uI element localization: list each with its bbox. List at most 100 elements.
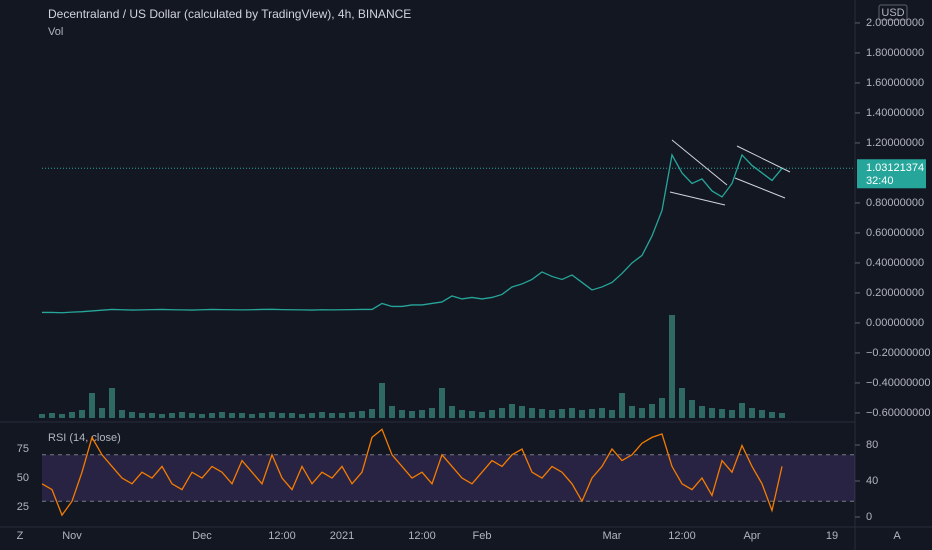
volume-bar — [399, 410, 405, 418]
volume-bar — [529, 408, 535, 418]
y-tick-label: 1.80000000 — [866, 47, 924, 59]
volume-bar — [779, 413, 785, 418]
volume-bar — [659, 398, 665, 418]
countdown: 32:40 — [866, 175, 894, 187]
volume-bar — [759, 410, 765, 418]
x-tick-label: 12:00 — [408, 530, 436, 542]
volume-bar — [249, 414, 255, 418]
flag-pattern — [669, 139, 791, 206]
volume-bar — [429, 408, 435, 418]
y-tick-label: 0.60000000 — [866, 227, 924, 239]
volume-bar — [569, 408, 575, 418]
volume-bar — [269, 412, 275, 418]
y-tick-label: 0.00000000 — [866, 317, 924, 329]
volume-bar — [109, 388, 115, 418]
currency-box[interactable] — [878, 4, 908, 21]
volume-bar — [179, 412, 185, 418]
volume-bar — [79, 410, 85, 418]
y-tick-label: 0.80000000 — [866, 197, 924, 209]
trendline — [736, 145, 791, 173]
volume-bar — [119, 410, 125, 418]
volume-bar — [639, 408, 645, 418]
volume-bar — [319, 412, 325, 418]
volume-bar — [469, 411, 475, 418]
volume-bar — [69, 412, 75, 418]
y-tick-label: 0.20000000 — [866, 287, 924, 299]
trendline — [734, 177, 786, 199]
volume-bar — [439, 388, 445, 418]
volume-bar — [129, 412, 135, 418]
volume-bar — [669, 315, 675, 418]
volume-bar — [769, 412, 775, 418]
y-tick-label: 2.00000000 — [866, 17, 924, 29]
y2-tick-label: 40 — [866, 475, 878, 487]
volume-bar — [549, 410, 555, 418]
y-tick-label: 50 — [17, 472, 29, 484]
y-tick-label: 25 — [17, 501, 29, 513]
y-tick-label: −0.20000000 — [866, 347, 931, 359]
volume-bar — [349, 412, 355, 418]
volume-bar — [199, 414, 205, 418]
x-tick-label: Apr — [743, 530, 760, 542]
volume-bar — [49, 413, 55, 418]
volume-bar — [749, 408, 755, 418]
auto-scale-button[interactable]: A — [893, 530, 901, 542]
volume-bar — [679, 388, 685, 418]
volume-bar — [189, 413, 195, 418]
y2-tick-label: 0 — [866, 511, 872, 523]
timezone-button[interactable]: Z — [17, 530, 24, 542]
volume-bar — [169, 413, 175, 418]
volume-bar — [339, 413, 345, 418]
volume-bar — [709, 408, 715, 418]
volume-bar — [209, 413, 215, 418]
volume-bar — [509, 404, 515, 418]
y-tick-label: 1.40000000 — [866, 107, 924, 119]
volume-bar — [299, 414, 305, 418]
trendline — [669, 191, 726, 206]
volume-bar — [719, 409, 725, 418]
volume-bar — [389, 406, 395, 418]
volume-bar — [649, 404, 655, 418]
volume-bar — [699, 406, 705, 418]
volume-bar — [739, 403, 745, 418]
volume-bar — [59, 414, 65, 418]
volume-bar — [539, 409, 545, 418]
volume-bar — [239, 413, 245, 418]
volume-bar — [229, 413, 235, 418]
last-price-box — [857, 159, 926, 189]
volume-bar — [139, 413, 145, 418]
y2-tick-label: 80 — [866, 439, 878, 451]
x-tick-label: Dec — [192, 530, 212, 542]
x-tick-label: 2021 — [330, 530, 354, 542]
currency[interactable]: USD — [881, 7, 904, 19]
volume-bar — [409, 411, 415, 418]
volume-bar — [419, 410, 425, 418]
y-tick-label: −0.40000000 — [866, 377, 931, 389]
volume-bar — [589, 409, 595, 418]
y-tick-label: 0.40000000 — [866, 257, 924, 269]
volume-bar — [479, 412, 485, 418]
volume-bar — [499, 408, 505, 418]
x-tick-label: Nov — [62, 530, 82, 542]
volume-bar — [619, 393, 625, 418]
volume-bar — [629, 406, 635, 418]
volume-bar — [219, 412, 225, 418]
volume-bar — [599, 408, 605, 418]
volume-bar — [729, 410, 735, 418]
volume-bar — [519, 406, 525, 418]
trendline — [671, 139, 728, 186]
volume-bar — [149, 413, 155, 418]
volume-bar — [579, 410, 585, 418]
rsi-line — [41, 428, 783, 517]
volume-bar — [89, 393, 95, 418]
volume-bar — [459, 410, 465, 418]
volume-bar — [449, 406, 455, 418]
x-tick-label: 19 — [826, 530, 838, 542]
volume-bar — [159, 414, 165, 418]
volume-bar — [259, 413, 265, 418]
volume-bar — [609, 410, 615, 418]
last-price-label: 1.03121374 — [866, 162, 924, 174]
y-tick-label: 1.20000000 — [866, 137, 924, 149]
